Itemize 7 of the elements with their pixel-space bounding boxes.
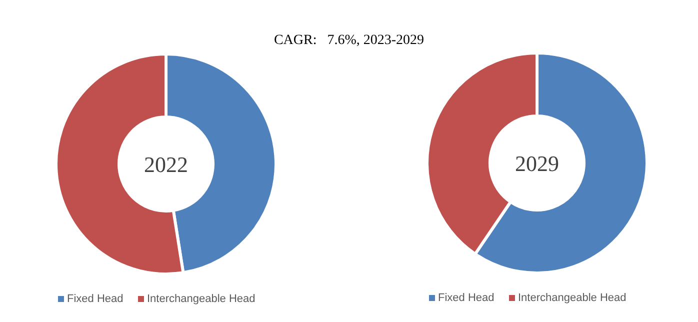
text: CAGR: 7.6%, 2023-2029 [274, 33, 424, 48]
text: 2022 [144, 152, 188, 177]
text: 2029 [515, 151, 559, 176]
legend-label: Fixed Head [67, 293, 124, 305]
legend-label: Interchangeable Head [147, 293, 256, 305]
legend-label: Fixed Head [438, 292, 494, 304]
legend-label: Interchangeable Head [518, 292, 626, 304]
